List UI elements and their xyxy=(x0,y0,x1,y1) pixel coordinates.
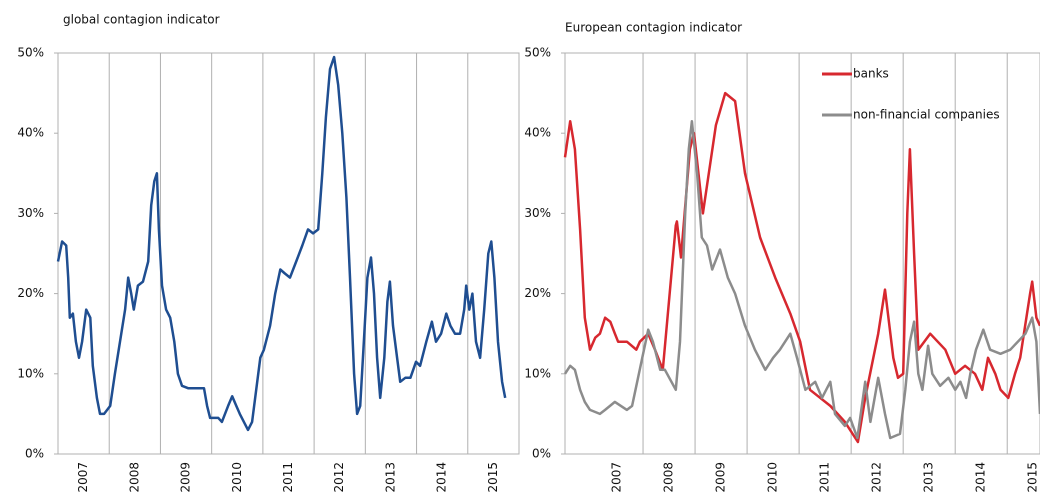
x-tick-label: 2008 xyxy=(662,462,676,492)
y-tick-label: 40% xyxy=(17,126,44,140)
x-tick-label: 2014 xyxy=(435,462,449,492)
x-tick-label: 2009 xyxy=(179,462,193,492)
x-tick-label: 2012 xyxy=(332,462,346,492)
x-tick-label: 2007 xyxy=(610,462,624,492)
y-tick-label: 20% xyxy=(17,286,44,300)
legend-label: banks xyxy=(853,67,889,81)
chart-title: global contagion indicator xyxy=(63,13,220,27)
y-tick-label: 0% xyxy=(25,447,44,461)
y-tick-label: 50% xyxy=(524,46,551,60)
x-tick-label: 2014 xyxy=(974,462,988,492)
line xyxy=(563,91,1040,444)
y-tick-label: 0% xyxy=(532,447,551,461)
x-tick-label: 2013 xyxy=(922,462,936,492)
x-tick-label: 2013 xyxy=(383,462,397,492)
x-tick-label: 2009 xyxy=(714,462,728,492)
x-tick-label: 2011 xyxy=(281,462,295,492)
legend-label: non-financial companies xyxy=(853,108,1000,122)
x-tick-label: 2010 xyxy=(766,462,780,492)
y-tick-label: 30% xyxy=(524,206,551,220)
y-tick-label: 20% xyxy=(524,286,551,300)
line xyxy=(56,55,507,432)
y-tick-label: 40% xyxy=(524,126,551,140)
chart-title: European contagion indicator xyxy=(565,21,742,35)
plot-frame xyxy=(57,52,520,455)
x-tick-label: 2008 xyxy=(127,462,141,492)
x-tick-label: 2015 xyxy=(1026,462,1040,492)
x-tick-label: 2012 xyxy=(870,462,884,492)
x-tick-label: 2015 xyxy=(486,462,500,492)
x-tick-label: 2011 xyxy=(818,462,832,492)
plot-frame xyxy=(564,52,1040,455)
y-tick-label: 10% xyxy=(524,366,551,380)
x-tick-label: 2007 xyxy=(76,462,90,492)
x-tick-label: 2010 xyxy=(230,462,244,492)
y-tick-label: 10% xyxy=(17,366,44,380)
y-tick-label: 30% xyxy=(17,206,44,220)
y-tick-label: 50% xyxy=(17,46,44,60)
line xyxy=(563,119,1040,440)
